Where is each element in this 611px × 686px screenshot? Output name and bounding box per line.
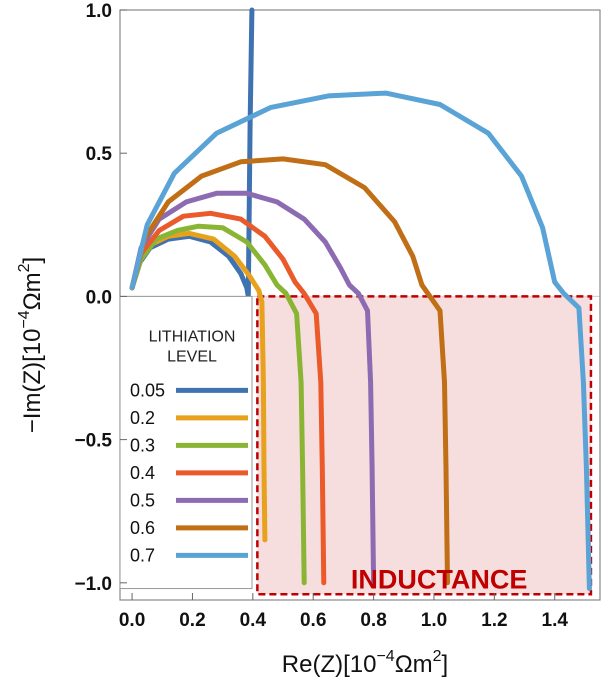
legend-box	[119, 295, 253, 590]
y-tick-label: 1.0	[86, 1, 112, 22]
x-tick-label: 1.2	[481, 610, 507, 631]
series-line-0-3	[129, 223, 307, 586]
legend-label-0-3: 0.3	[130, 435, 155, 455]
legend-label-0-05: 0.05	[130, 380, 165, 400]
legend-label-0-2: 0.2	[130, 408, 155, 428]
inductance-label: INDUCTANCE	[351, 564, 528, 594]
series-line-0-5	[129, 190, 377, 586]
x-axis-title: Re(Z)[10−4Ωm2]	[282, 648, 448, 678]
inductance-region	[256, 295, 593, 596]
legend-label-0-4: 0.4	[130, 463, 155, 483]
y-tick-label: 0.0	[86, 287, 112, 308]
y-tick-label: −1.0	[74, 574, 112, 595]
legend-title-line2: LEVEL	[167, 348, 217, 365]
y-tick-label: −0.5	[74, 431, 112, 452]
x-tick-label: 0.4	[240, 610, 267, 631]
series-line-0-4	[129, 210, 327, 586]
x-tick-label: 0.6	[300, 610, 326, 631]
x-tick-label: 1.0	[421, 610, 447, 631]
series-line-0-6	[129, 156, 450, 586]
series-line-0-7	[129, 90, 592, 591]
y-tick-label: 0.5	[86, 144, 113, 165]
legend-label-0-5: 0.5	[130, 490, 155, 510]
legend-title-line1: LITHIATION	[149, 328, 236, 345]
legend-label-0-6: 0.6	[130, 518, 155, 538]
y-axis-title: −Im(Z)[10−4Ωm2]	[16, 257, 46, 433]
x-tick-label: 1.4	[542, 610, 569, 631]
legend-label-0-7: 0.7	[130, 545, 155, 565]
x-tick-label: 0.8	[360, 610, 386, 631]
x-tick-label: 0.0	[119, 610, 145, 631]
x-tick-label: 0.2	[179, 610, 205, 631]
